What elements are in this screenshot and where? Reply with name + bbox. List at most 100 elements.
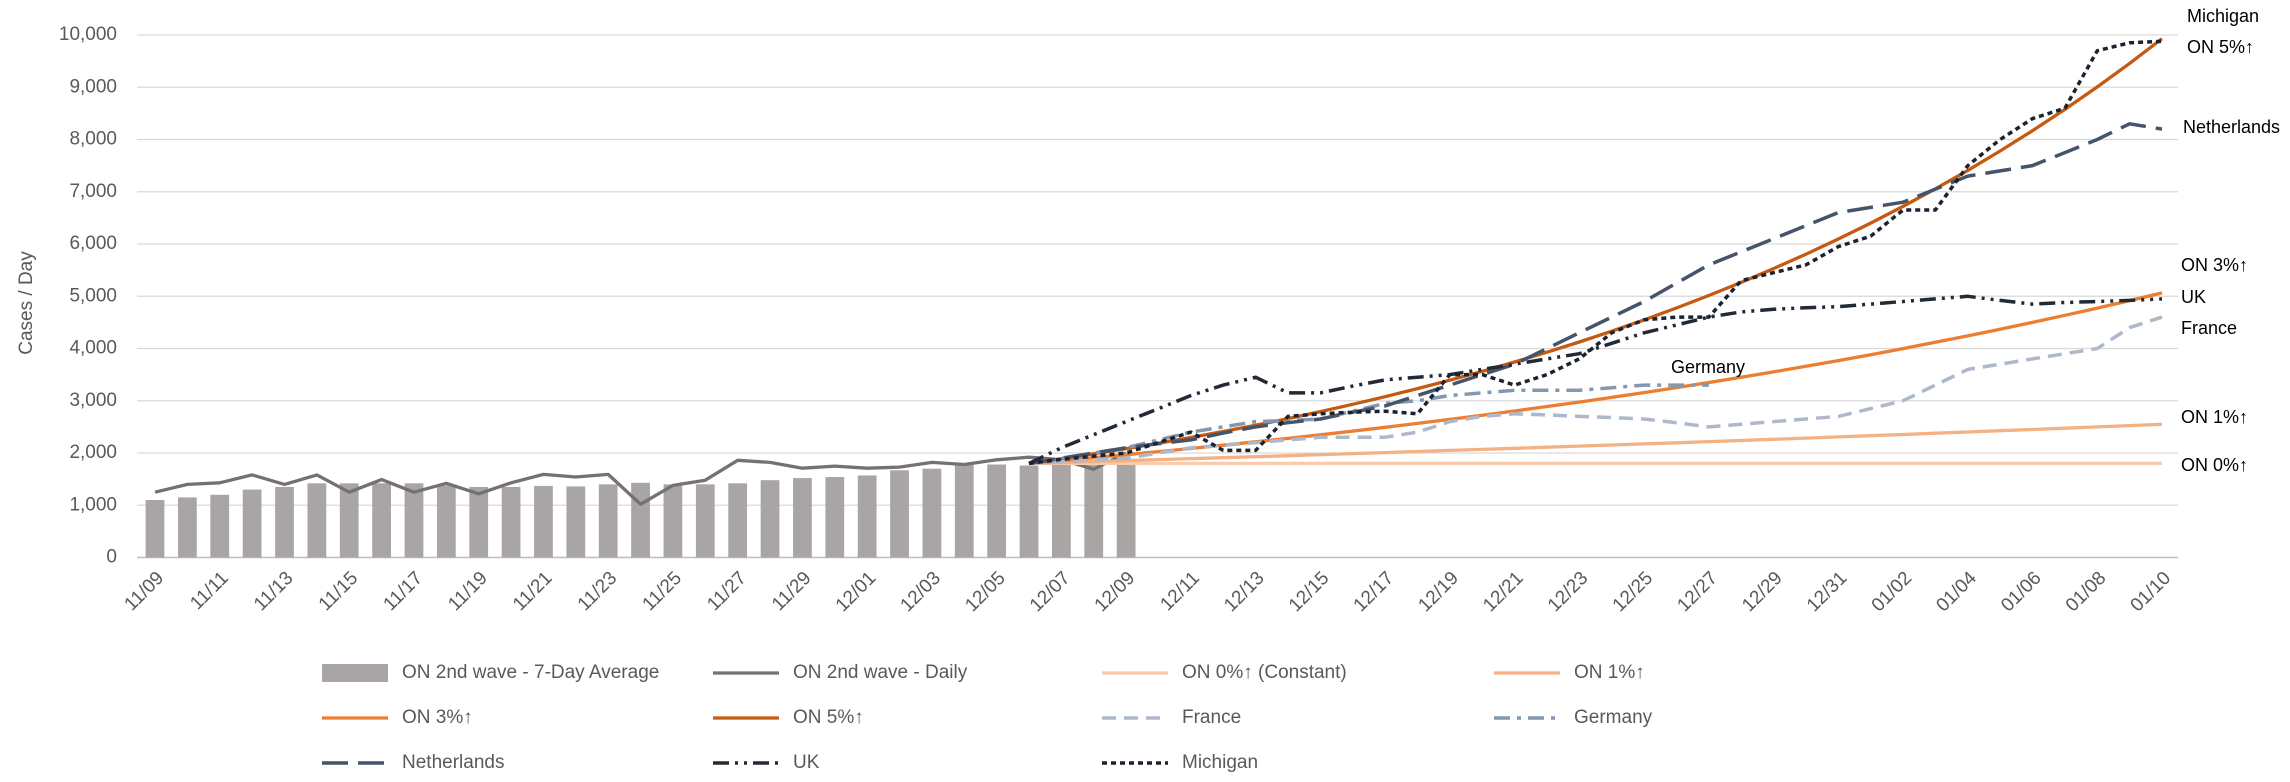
bar — [598, 484, 618, 558]
x-tick-label: 11/15 — [315, 568, 362, 615]
series-line — [1028, 39, 2163, 466]
x-tick-label: 01/06 — [1997, 568, 2045, 616]
x-tick-label: 11/25 — [639, 568, 686, 615]
legend-label: UK — [793, 752, 820, 773]
bar — [242, 489, 262, 558]
bar — [922, 468, 942, 558]
x-tick-label: 11/13 — [250, 568, 297, 615]
y-axis-label: Cases / Day — [16, 251, 37, 355]
bar — [987, 464, 1007, 558]
bar — [404, 483, 424, 558]
x-tick-label: 12/03 — [897, 568, 945, 616]
legend-label: ON 3%↑ — [402, 707, 473, 728]
y-tick-label: 9,000 — [69, 76, 117, 97]
bar — [372, 483, 391, 558]
legend-label: Germany — [1574, 707, 1653, 728]
series-line — [1028, 294, 2163, 465]
bar — [210, 494, 230, 558]
bar — [469, 486, 489, 558]
y-tick-label: 7,000 — [69, 181, 117, 202]
x-tick-label: 12/13 — [1220, 568, 1268, 616]
bar — [954, 464, 974, 558]
y-tick-label: 10,000 — [59, 24, 117, 45]
bar — [501, 486, 521, 558]
x-tick-label: 11/11 — [186, 568, 232, 614]
legend-label: ON 5%↑ — [793, 707, 864, 728]
x-tick-label: 11/23 — [574, 568, 621, 615]
bar — [307, 483, 327, 558]
x-tick-label: 01/02 — [1868, 568, 1916, 616]
x-tick-label: 11/21 — [509, 568, 556, 615]
x-tick-label: 12/17 — [1350, 568, 1398, 616]
y-tick-label: 4,000 — [69, 338, 117, 359]
bar — [728, 483, 748, 558]
legend-label: ON 1%↑ — [1574, 662, 1645, 683]
bar — [1116, 463, 1136, 558]
bar — [1084, 464, 1104, 558]
legend-label: France — [1182, 707, 1241, 728]
annotation: Germany — [1671, 357, 1745, 377]
annotation: Michigan — [2187, 6, 2259, 26]
x-tick-label: 12/15 — [1285, 568, 1333, 616]
x-tick-label: 12/09 — [1091, 568, 1139, 616]
bar — [339, 483, 359, 558]
bar — [663, 484, 683, 558]
bar — [534, 485, 553, 558]
bar — [275, 486, 294, 558]
x-tick-label: 11/27 — [703, 568, 750, 615]
series-line — [1028, 122, 2163, 466]
bar — [825, 477, 845, 558]
bar — [890, 470, 909, 558]
series-line — [1028, 315, 2163, 466]
x-tick-label: 12/11 — [1156, 568, 1203, 615]
x-tick-label: 12/25 — [1609, 568, 1657, 616]
x-tick-label: 01/10 — [2127, 568, 2175, 616]
bar — [793, 478, 812, 558]
annotation: UK — [2181, 287, 2206, 307]
annotation: ON 0%↑ — [2181, 455, 2248, 475]
y-tick-label: 0 — [106, 547, 117, 568]
x-tick-label: 12/27 — [1673, 568, 1721, 616]
legend-swatch — [322, 664, 388, 682]
bar — [695, 484, 715, 558]
legend-label: ON 0%↑ (Constant) — [1182, 662, 1347, 683]
x-tick-label: 12/19 — [1414, 568, 1462, 616]
bar — [566, 486, 586, 558]
x-tick-label: 12/31 — [1803, 568, 1851, 616]
annotation: ON 1%↑ — [2181, 407, 2248, 427]
bar — [631, 482, 650, 558]
bar — [145, 500, 165, 558]
legend-label: ON 2nd wave - Daily — [793, 662, 968, 683]
x-tick-label: 11/09 — [121, 568, 168, 615]
x-tick-label: 12/05 — [961, 568, 1009, 616]
legend-label: Netherlands — [402, 752, 504, 773]
x-tick-label: 11/29 — [768, 568, 815, 615]
legend-label: Michigan — [1182, 752, 1258, 773]
x-tick-label: 12/29 — [1738, 568, 1786, 616]
annotation: ON 3%↑ — [2181, 255, 2248, 275]
x-tick-label: 01/08 — [2062, 568, 2110, 616]
x-tick-label: 12/07 — [1026, 568, 1074, 616]
bar — [857, 475, 877, 558]
annotation: ON 5%↑ — [2187, 37, 2254, 57]
y-tick-label: 2,000 — [69, 442, 117, 463]
bar — [1051, 463, 1071, 558]
series-line — [1028, 422, 2163, 466]
x-tick-label: 11/17 — [380, 568, 427, 615]
x-tick-label: 12/23 — [1544, 568, 1592, 616]
y-tick-label: 1,000 — [69, 494, 117, 515]
x-tick-label: 11/19 — [444, 568, 491, 615]
y-tick-label: 8,000 — [69, 129, 117, 150]
bar — [177, 497, 197, 558]
series-line — [1028, 383, 1709, 466]
legend-label: ON 2nd wave - 7-Day Average — [402, 662, 659, 683]
y-tick-label: 3,000 — [69, 390, 117, 411]
bar — [760, 480, 780, 558]
bar — [436, 485, 456, 558]
bar — [1019, 465, 1039, 558]
y-tick-label: 6,000 — [69, 233, 117, 254]
x-tick-label: 01/04 — [1932, 567, 1981, 616]
x-tick-label: 12/01 — [832, 568, 880, 616]
